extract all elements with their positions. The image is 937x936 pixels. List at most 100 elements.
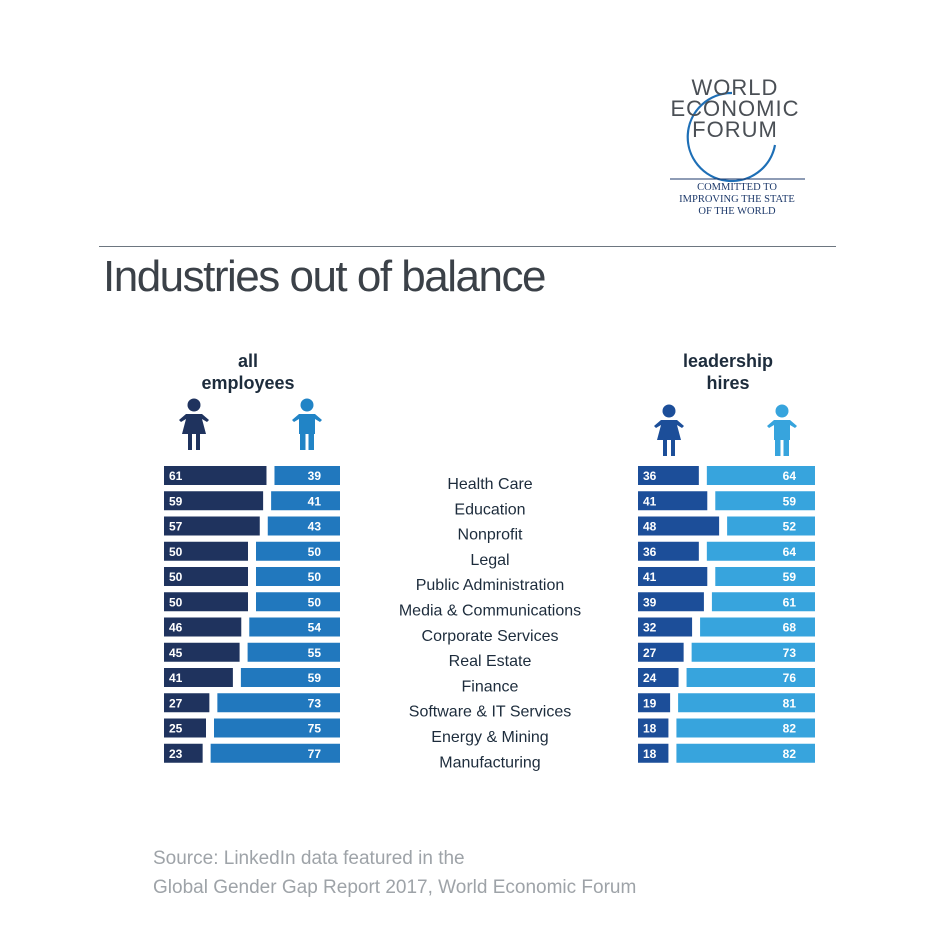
bar-women (164, 693, 210, 713)
man-icon (767, 404, 797, 456)
data-label-women: 41 (643, 494, 657, 508)
data-label-men: 64 (783, 469, 797, 483)
data-label-men: 50 (308, 595, 322, 609)
bar-women (164, 668, 233, 687)
category-label: Manufacturing (439, 754, 540, 771)
data-label-men: 82 (783, 722, 797, 736)
category-label: Legal (470, 552, 509, 569)
data-label-men: 41 (308, 494, 322, 508)
bar-men (256, 567, 340, 586)
bar-women (164, 466, 267, 485)
group-label-line: leadership (682, 351, 774, 371)
bar-men (274, 466, 340, 485)
bar-men (210, 743, 340, 763)
bar-men (256, 541, 340, 561)
icon-head (187, 398, 201, 412)
data-label-women: 18 (643, 722, 657, 736)
logo-tagline-1: COMMITTED TO (697, 182, 777, 193)
category-label: Public Administration (416, 577, 565, 594)
woman-icon (179, 398, 209, 450)
data-label-men: 77 (308, 747, 322, 761)
data-label-men: 52 (783, 520, 797, 534)
category-label: Corporate Services (422, 628, 559, 645)
bar-men (678, 693, 815, 713)
bar-men (700, 617, 815, 637)
icon-leg (671, 439, 675, 456)
data-label-men: 50 (308, 545, 322, 559)
data-label-men: 61 (783, 595, 797, 609)
icon-dress (179, 414, 209, 434)
bar-men (267, 516, 340, 536)
logo-tagline-3: OF THE WORLD (698, 206, 776, 217)
bar-men (676, 718, 815, 738)
data-label-women: 50 (169, 545, 183, 559)
bar-women (164, 516, 260, 536)
bar-men (686, 668, 815, 687)
bar-men (247, 642, 340, 662)
logo-line-3: FORUM (692, 117, 778, 142)
source-note: Source: LinkedIn data featured in the Gl… (153, 844, 636, 902)
icon-head (662, 404, 676, 418)
category-label: Real Estate (449, 653, 532, 670)
woman-icon (654, 404, 684, 456)
data-label-women: 50 (169, 595, 183, 609)
bar-women (638, 592, 704, 612)
bar-women (164, 491, 264, 511)
data-label-women: 61 (169, 469, 183, 483)
data-label-men: 64 (783, 545, 797, 559)
icon-leg (775, 439, 781, 456)
data-label-women: 59 (169, 494, 183, 508)
bar-women (164, 592, 248, 612)
data-label-women: 50 (169, 570, 183, 584)
title-rule (99, 246, 836, 247)
data-label-women: 23 (169, 747, 183, 761)
data-label-women: 48 (643, 520, 657, 534)
bar-men (214, 718, 340, 738)
data-label-men: 73 (308, 696, 322, 710)
data-label-women: 36 (643, 469, 657, 483)
icon-leg (308, 433, 314, 450)
data-label-men: 43 (308, 520, 322, 534)
logo-line-2: ECONOMIC (671, 96, 800, 121)
data-label-men: 81 (783, 696, 797, 710)
group-label-leadership-hires: leadership hires (653, 350, 803, 394)
data-label-men: 76 (783, 671, 797, 685)
icon-leg (663, 439, 667, 456)
bar-women (638, 617, 693, 637)
data-label-men: 55 (308, 646, 322, 660)
icon-leg (196, 433, 200, 450)
page-title: Industries out of balance (103, 252, 546, 301)
bar-men (706, 541, 815, 561)
icon-head (300, 398, 314, 412)
icon-torso (292, 414, 322, 434)
data-label-men: 50 (308, 570, 322, 584)
category-label: Health Care (447, 476, 532, 493)
world-economic-forum-logo: WORLD ECONOMIC FORUM COMMITTED TO IMPROV… (670, 75, 805, 217)
data-label-men: 59 (783, 494, 797, 508)
bar-women (164, 617, 242, 637)
source-line: Global Gender Gap Report 2017, World Eco… (153, 877, 637, 898)
group-label-line: employees (201, 373, 295, 393)
data-label-men: 75 (308, 722, 322, 736)
data-label-women: 57 (169, 520, 183, 534)
data-label-women: 41 (169, 671, 183, 685)
bar-women (638, 693, 671, 713)
logo-arc (686, 91, 777, 183)
bar-women (164, 718, 206, 738)
bar-women (164, 642, 240, 662)
source-line: Source: LinkedIn data featured in the (153, 848, 465, 869)
bar-men (691, 642, 815, 662)
icon-leg (188, 433, 192, 450)
data-label-women: 25 (169, 722, 183, 736)
data-label-women: 45 (169, 646, 183, 660)
data-label-women: 46 (169, 621, 183, 635)
data-label-men: 54 (308, 621, 322, 635)
man-icon (292, 398, 322, 450)
group-label-line: hires (706, 373, 750, 393)
panel-leadership-hires: 36 64 41 59 48 52 36 64 41 59 39 61 32 68 27 73 24 76 19 81… (638, 466, 815, 763)
category-label: Software & IT Services (409, 704, 571, 721)
bar-women (638, 491, 708, 511)
bar-men (240, 668, 340, 687)
icon-leg (300, 433, 306, 450)
